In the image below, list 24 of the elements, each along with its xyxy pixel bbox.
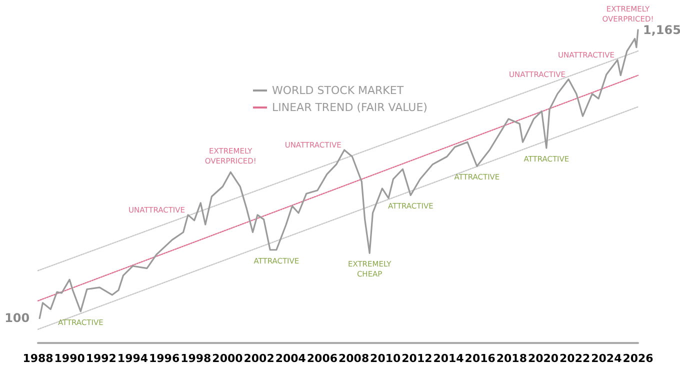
- x-tick-label: 1994: [117, 352, 148, 365]
- x-tick-label: 2012: [402, 352, 432, 365]
- x-tick-label: 2002: [244, 352, 274, 365]
- x-tick-label: 2022: [560, 352, 590, 365]
- x-tick-label: 1998: [180, 352, 212, 365]
- x-tick-label: 2006: [306, 352, 338, 365]
- legend-label: LINEAR TREND (FAIR VALUE): [272, 101, 428, 114]
- legend-label: WORLD STOCK MARKET: [272, 84, 404, 97]
- x-tick-label: 2016: [464, 352, 496, 365]
- x-tick-label: 1990: [54, 352, 86, 365]
- data-label: 1,165: [643, 22, 680, 37]
- x-tick-label: 1992: [86, 352, 116, 365]
- x-tick-label: 2026: [622, 352, 654, 365]
- x-tick-label: 2018: [496, 352, 527, 365]
- x-tick-label: 2020: [528, 352, 559, 365]
- x-tick-label: 2004: [275, 352, 306, 365]
- data-label: 100: [4, 311, 30, 326]
- x-tick-label: 2014: [433, 352, 464, 365]
- x-tick-label: 2024: [591, 352, 622, 365]
- x-tick-label: 2000: [212, 352, 244, 365]
- x-tick-label: 1988: [22, 352, 54, 365]
- x-tick-label: 2010: [370, 352, 402, 365]
- x-tick-label: 1996: [149, 352, 180, 365]
- x-tick-label: 2008: [338, 352, 370, 365]
